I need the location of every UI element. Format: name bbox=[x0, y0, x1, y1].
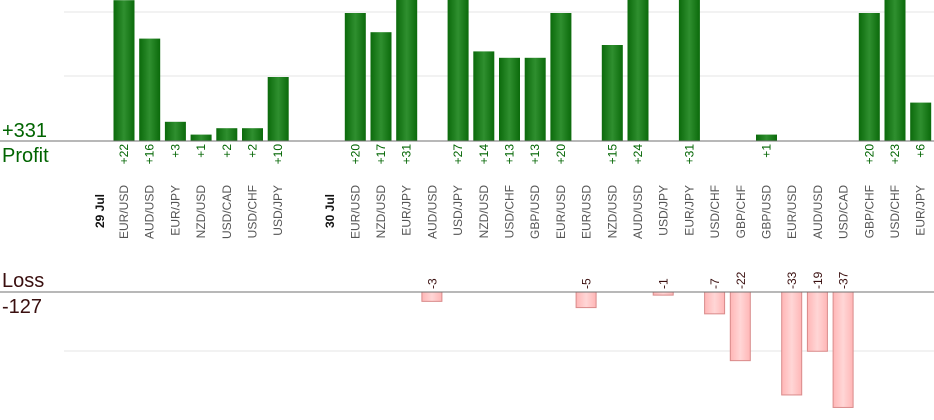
bar-value-label: -37 bbox=[837, 271, 851, 289]
category-tick-label: EUR/JPY bbox=[400, 185, 414, 236]
profit-bar bbox=[499, 57, 520, 141]
category-tick-label: EUR/JPY bbox=[168, 185, 182, 236]
bar-value-label: -1 bbox=[657, 278, 671, 289]
profit-bar bbox=[524, 57, 546, 141]
category-tick-label: AUD/USD bbox=[425, 185, 439, 239]
category-tick-label: GBP/CHF bbox=[734, 185, 748, 238]
bar-value-label: +23 bbox=[888, 144, 902, 165]
category-tick-label: USD/JPY bbox=[271, 185, 285, 236]
category-tick-label: EUR/USD bbox=[785, 185, 799, 239]
profit-bar bbox=[370, 32, 392, 142]
category-tick-label: USD/CHF bbox=[708, 185, 722, 238]
bar-value-label: +1 bbox=[194, 144, 208, 158]
profit-bar bbox=[267, 77, 289, 141]
category-tick-label: USD/CHF bbox=[246, 185, 260, 238]
profit-bar bbox=[627, 0, 649, 142]
bar-value-label: +27 bbox=[451, 144, 465, 165]
profit-bar bbox=[447, 0, 469, 142]
bar-value-label: +16 bbox=[143, 144, 157, 165]
bar-value-label: -3 bbox=[425, 278, 439, 289]
bar-value-label: +1 bbox=[760, 144, 774, 158]
bar-value-label: -5 bbox=[580, 278, 594, 289]
loss-bar bbox=[575, 291, 597, 309]
category-tick-label: AUD/USD bbox=[811, 185, 825, 239]
bar-value-label: +3 bbox=[168, 144, 182, 158]
bar-value-label: +13 bbox=[528, 144, 542, 165]
bar-value-label: +31 bbox=[400, 144, 414, 165]
bar-value-label: +2 bbox=[220, 144, 234, 158]
profit-bar bbox=[756, 134, 777, 141]
profit-bar bbox=[550, 13, 572, 141]
bar-value-label: +22 bbox=[117, 144, 131, 165]
bar-value-label: +2 bbox=[246, 144, 260, 158]
category-tick-label: USD/JPY bbox=[451, 185, 465, 236]
bar-value-label: -22 bbox=[734, 271, 748, 289]
bar-value-label: -7 bbox=[708, 278, 722, 289]
profit-title: Profit bbox=[2, 145, 49, 167]
category-tick-label: GBP/CHF bbox=[862, 185, 876, 238]
category-tick-label: USD/CHF bbox=[503, 185, 517, 238]
bar-value-label: +6 bbox=[914, 144, 928, 158]
category-tick-label: EUR/USD bbox=[117, 185, 131, 239]
category-tick-label: EUR/USD bbox=[554, 185, 568, 239]
bar-value-label: +14 bbox=[477, 144, 491, 165]
category-tick-label: NZD/USD bbox=[605, 185, 619, 239]
loss-total-label: -127 bbox=[2, 296, 43, 318]
bar-value-label: +13 bbox=[503, 144, 517, 165]
loss-bar bbox=[832, 291, 854, 408]
profit-bar bbox=[139, 38, 161, 141]
category-tick-label: GBP/USD bbox=[760, 185, 774, 239]
category-tick-label: EUR/JPY bbox=[914, 185, 928, 236]
date-label: 30 Jul bbox=[323, 194, 337, 228]
category-tick-label: GBP/USD bbox=[528, 185, 542, 239]
category-tick-label: EUR/USD bbox=[348, 185, 362, 239]
profit-bar bbox=[858, 13, 880, 141]
category-tick-label: USD/JPY bbox=[657, 185, 671, 236]
category-tick-label: USD/CHF bbox=[888, 185, 902, 238]
bar-value-label: +24 bbox=[631, 144, 645, 165]
profit-bar bbox=[190, 134, 212, 141]
loss-bar bbox=[421, 291, 443, 302]
category-tick-label: NZD/USD bbox=[374, 185, 388, 239]
bar-value-label: +31 bbox=[682, 144, 696, 165]
loss-bar bbox=[806, 291, 828, 352]
category-tick-label: EUR/JPY bbox=[682, 185, 696, 236]
category-tick-label: USD/CAD bbox=[220, 185, 234, 239]
profit-bar bbox=[113, 0, 135, 142]
category-tick-label: NZD/USD bbox=[477, 185, 491, 239]
profit-bar bbox=[242, 128, 263, 141]
bar-value-label: +20 bbox=[862, 144, 876, 165]
bar-value-label: +20 bbox=[554, 144, 568, 165]
profit-bar bbox=[678, 0, 700, 141]
bar-value-label: +20 bbox=[348, 144, 362, 165]
profit-bar bbox=[216, 128, 238, 141]
loss-title: Loss bbox=[2, 270, 45, 292]
bar-value-label: +10 bbox=[271, 144, 285, 165]
loss-bar bbox=[729, 291, 751, 362]
date-label: 29 Jul bbox=[93, 194, 107, 228]
category-tick-label: NZD/USD bbox=[194, 185, 208, 239]
category-tick-label: AUD/USD bbox=[631, 185, 645, 239]
profit-total-label: +331 bbox=[2, 120, 48, 142]
category-tick-label: USD/CAD bbox=[837, 185, 851, 239]
category-tick-label: AUD/USD bbox=[143, 185, 157, 239]
loss-bar bbox=[704, 291, 726, 315]
bar-value-label: -19 bbox=[811, 271, 825, 289]
bar-value-label: -33 bbox=[785, 271, 799, 289]
bar-value-label: +17 bbox=[374, 144, 388, 165]
profit-bar bbox=[884, 0, 906, 141]
profit-bar bbox=[344, 13, 366, 141]
profit-bar bbox=[473, 51, 495, 141]
profit-bar bbox=[601, 45, 623, 141]
loss-bar bbox=[781, 291, 803, 396]
profit-bar bbox=[396, 0, 418, 141]
profit-bar bbox=[910, 102, 932, 141]
profit-bar bbox=[164, 121, 186, 141]
category-tick-label: EUR/USD bbox=[580, 185, 594, 239]
bar-value-label: +15 bbox=[605, 144, 619, 165]
